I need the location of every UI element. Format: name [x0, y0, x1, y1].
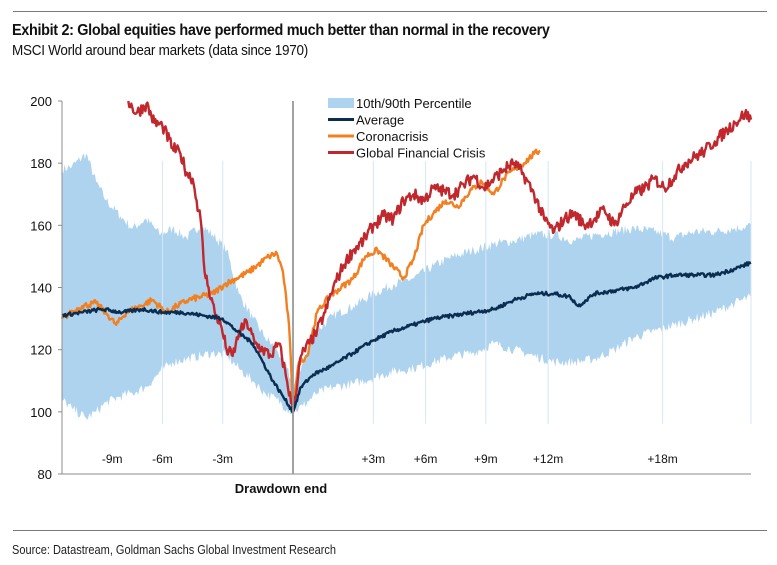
legend-label: Global Financial Crisis	[356, 146, 486, 161]
axes-layer: 80 100 120 140 160 180 200 -9m -6m -3m +3m +6m +9m +1…	[30, 94, 751, 496]
top-rule	[13, 11, 767, 12]
series-layer	[60, 100, 753, 413]
x-tick-label: +12m	[533, 452, 563, 466]
series-average	[61, 261, 752, 413]
faint-vertical-lines	[161, 161, 752, 424]
legend-swatch-band	[328, 98, 354, 108]
legend-label: Coronacrisis	[356, 129, 429, 144]
percentile-band	[62, 153, 751, 420]
series-gfc	[127, 100, 753, 413]
y-tick-label: 200	[30, 94, 52, 109]
percentile-band-layer	[62, 153, 751, 420]
y-tick-label: 180	[30, 156, 52, 171]
x-axis-label: Drawdown end	[235, 481, 328, 496]
chart-title: Exhibit 2: Global equities have performe…	[12, 22, 550, 39]
x-tick-label: +18m	[647, 452, 677, 466]
source-note: Source: Datastream, Goldman Sachs Global…	[12, 543, 337, 557]
x-tick-label: -3m	[212, 452, 233, 466]
y-tick-label: 120	[30, 343, 52, 358]
legend-label: Average	[356, 113, 404, 128]
x-tick-label: -6m	[152, 452, 173, 466]
x-tick-label: -9m	[102, 452, 123, 466]
y-tick-label: 140	[30, 281, 52, 296]
chart-subtitle: MSCI World around bear markets (data sin…	[12, 42, 308, 59]
y-tick-label: 80	[38, 467, 52, 482]
y-tick-label: 100	[30, 405, 52, 420]
x-tick-label: +3m	[362, 452, 386, 466]
y-tick-label: 160	[30, 218, 52, 233]
legend-label: 10th/90th Percentile	[356, 96, 472, 111]
x-tick-label: +9m	[474, 452, 498, 466]
bottom-rule	[13, 530, 767, 531]
x-tick-label: +6m	[414, 452, 438, 466]
